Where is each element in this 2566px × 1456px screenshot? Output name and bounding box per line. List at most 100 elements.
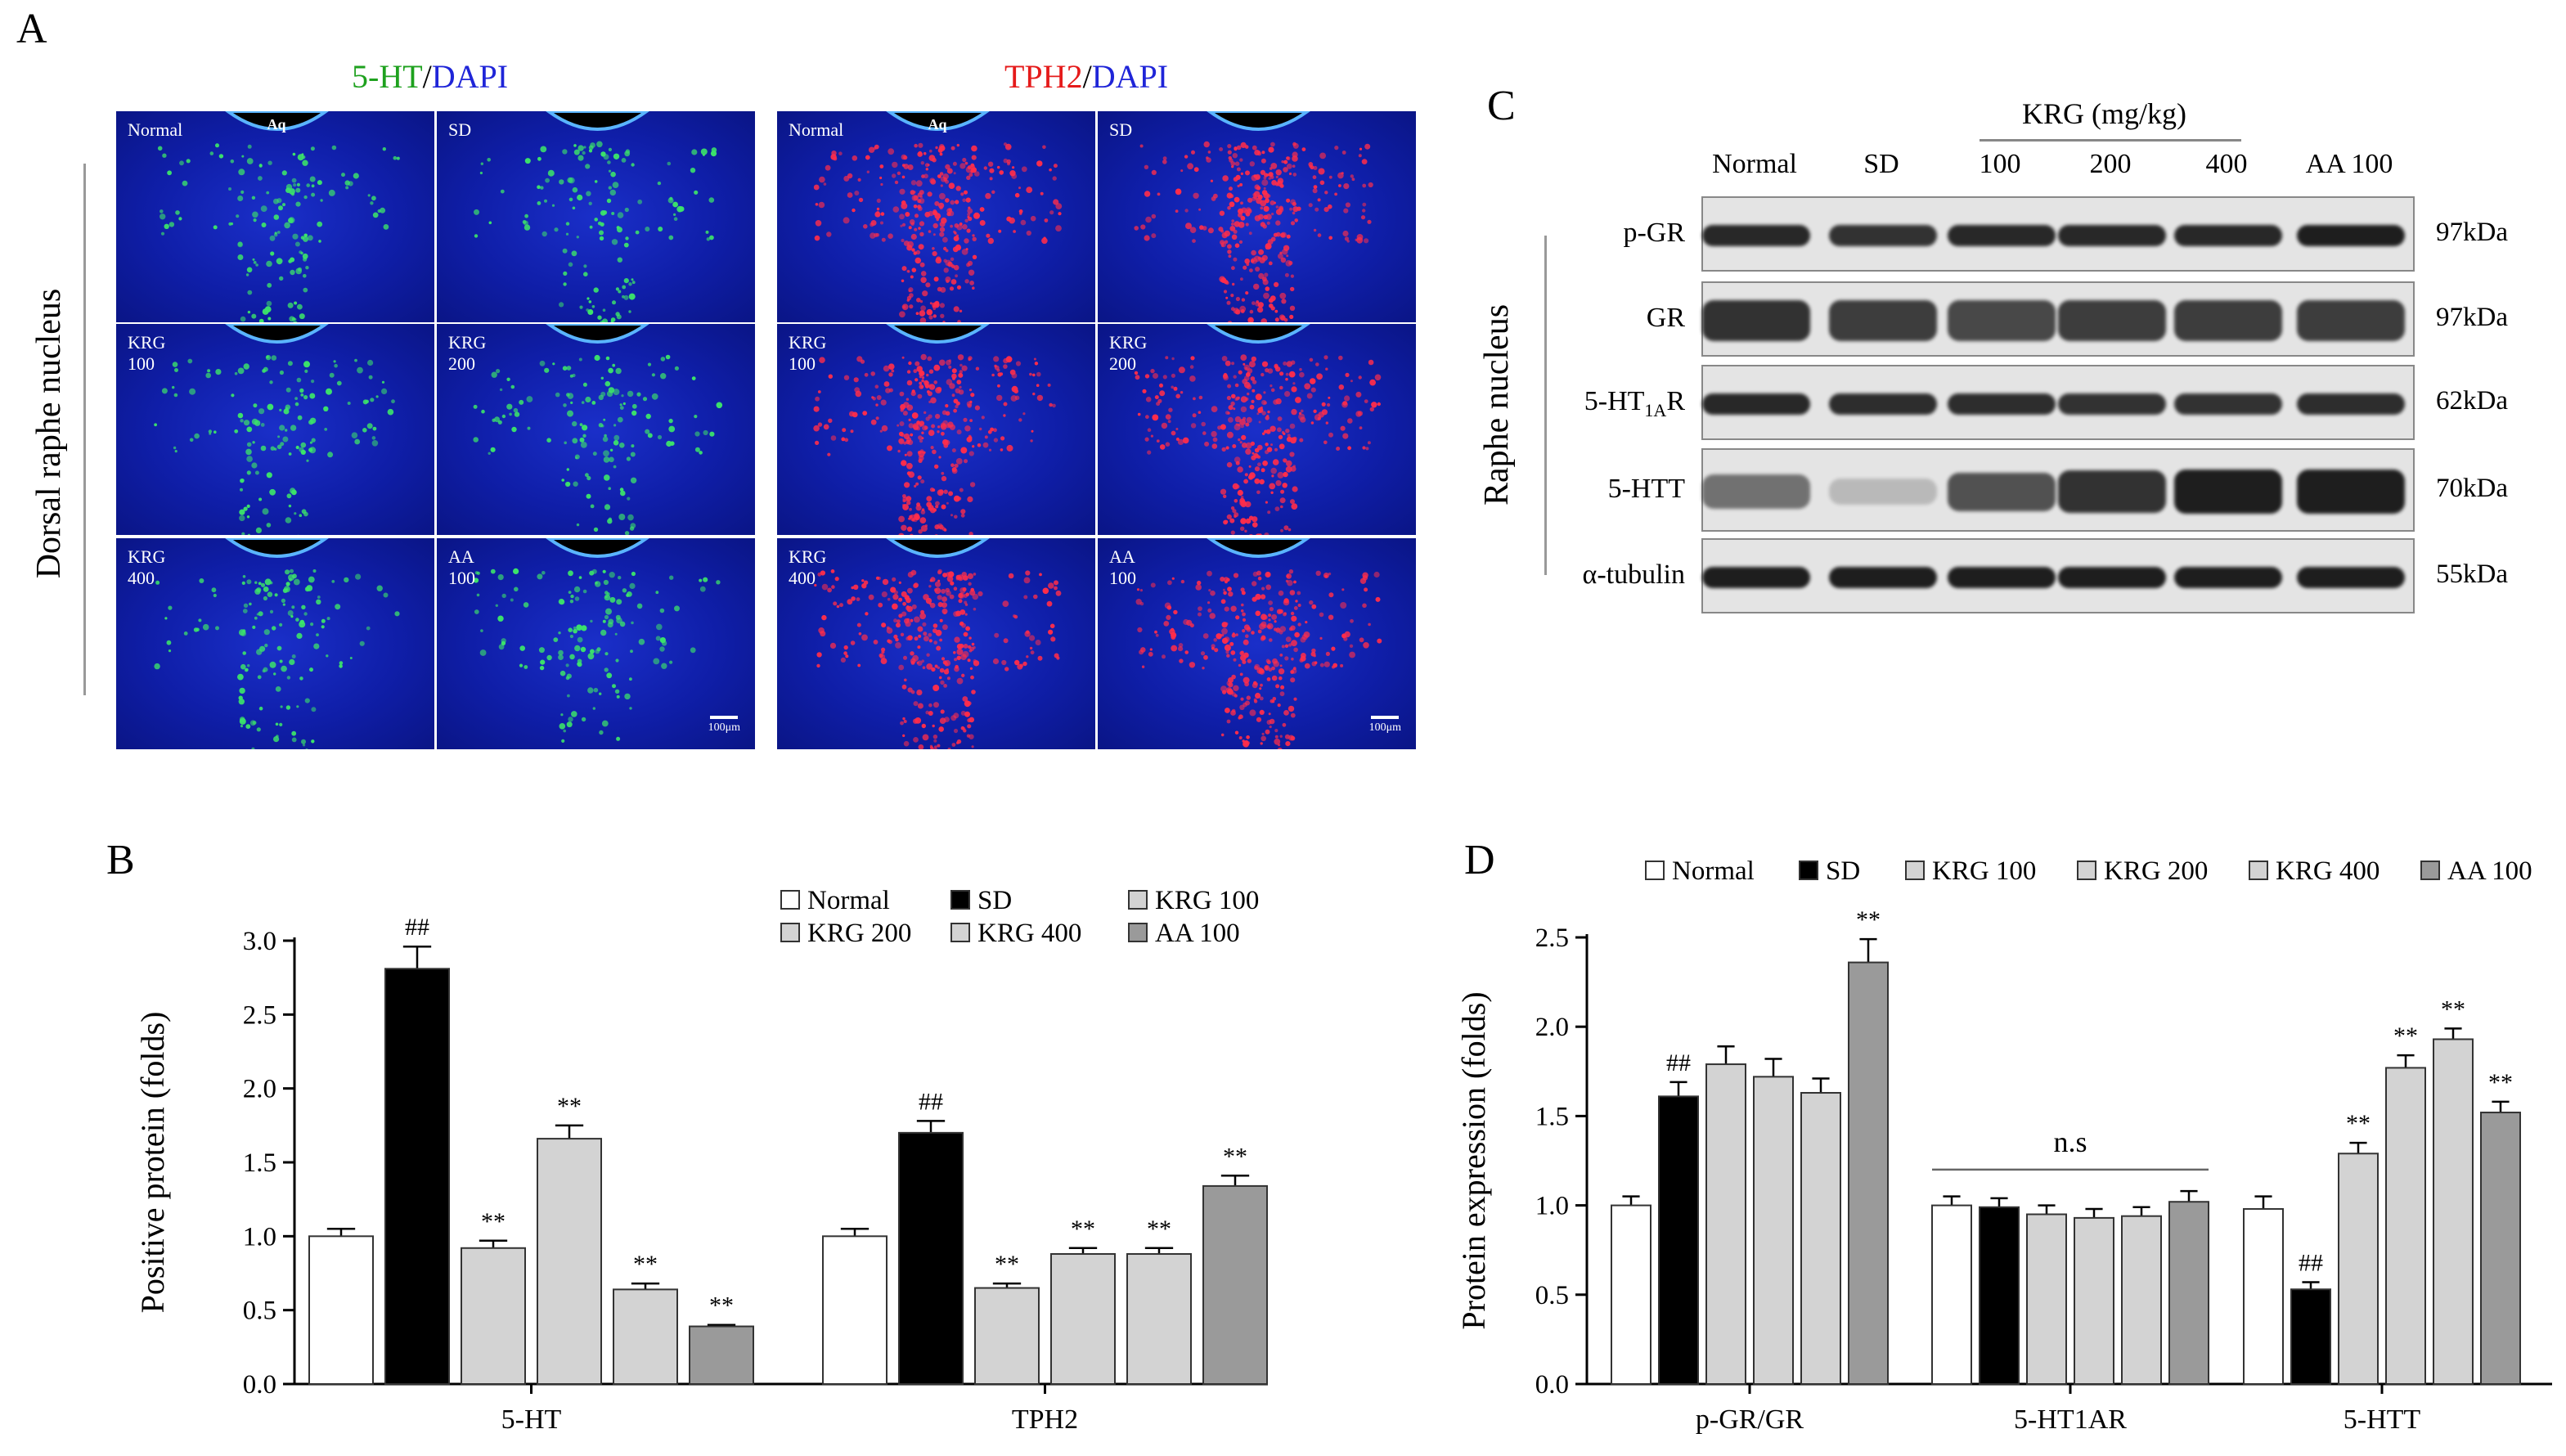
cell-dot xyxy=(243,363,249,370)
cell-dot xyxy=(1301,653,1306,658)
cell-dot xyxy=(919,439,923,443)
cell-dot xyxy=(237,412,244,419)
cell-dot xyxy=(1147,450,1152,455)
cell-dot xyxy=(305,266,309,270)
cell-dot xyxy=(982,442,989,448)
cell-dot xyxy=(1245,422,1250,427)
cell-dot xyxy=(275,722,279,726)
cell-dot xyxy=(961,572,967,577)
cell-dot xyxy=(567,177,573,183)
cell-dot xyxy=(297,415,303,420)
cell-dot xyxy=(920,525,928,532)
cell-dot xyxy=(959,488,964,492)
cell-dot xyxy=(906,618,910,622)
cell-dot xyxy=(903,720,907,723)
micrograph-tph2-3: KRG 200 xyxy=(1096,322,1418,537)
cell-dot xyxy=(1275,205,1279,209)
cell-dot xyxy=(1318,168,1325,175)
cell-dot xyxy=(1317,416,1321,420)
cell-dot xyxy=(1176,438,1180,441)
cell-dot xyxy=(966,175,971,180)
cell-dot xyxy=(906,501,911,506)
cell-dot xyxy=(1271,666,1275,671)
cell-dot xyxy=(1355,238,1358,241)
cell-dot xyxy=(1193,397,1196,401)
cell-dot xyxy=(1261,411,1266,416)
cell-dot xyxy=(1224,606,1229,612)
significance-label: ** xyxy=(995,1251,1019,1278)
cell-dot xyxy=(1255,393,1262,401)
cell-dot xyxy=(928,429,935,436)
cell-dot xyxy=(876,395,882,400)
cell-dot xyxy=(1291,386,1297,393)
cell-dot xyxy=(1266,221,1270,225)
cell-dot xyxy=(1305,621,1308,624)
cell-dot xyxy=(394,611,400,617)
cell-dot xyxy=(917,475,922,480)
cell-dot xyxy=(1011,173,1018,179)
cell-dot xyxy=(943,246,947,251)
cell-dot xyxy=(616,617,622,624)
cell-dot xyxy=(291,605,295,609)
cell-dot xyxy=(972,286,975,290)
bar xyxy=(1611,1204,1651,1385)
cell-dot xyxy=(1273,232,1278,237)
cell-dot xyxy=(1193,192,1199,199)
cell-dot xyxy=(852,208,856,213)
cell-dot xyxy=(957,574,964,582)
cell-dot xyxy=(240,663,246,670)
cell-dot xyxy=(825,164,831,171)
cell-dot xyxy=(898,581,901,584)
cell-dot xyxy=(1265,571,1271,578)
cell-dot xyxy=(1268,613,1272,618)
cell-dot xyxy=(371,436,376,440)
row-label-tail: R xyxy=(1666,386,1685,416)
cell-dot xyxy=(897,619,901,623)
cell-dot xyxy=(968,173,973,178)
cell-dot xyxy=(830,435,837,441)
cell-dot xyxy=(588,300,592,303)
cell-dot xyxy=(1224,240,1229,244)
cell-dot xyxy=(1289,423,1296,429)
cell-dot xyxy=(1281,160,1284,164)
cell-dot xyxy=(1336,447,1341,451)
cell-dot xyxy=(631,571,636,577)
cell-dot xyxy=(574,596,580,601)
cell-dot xyxy=(1245,518,1252,524)
cell-dot xyxy=(1226,192,1233,199)
cell-dot xyxy=(240,419,244,423)
cell-dot xyxy=(245,724,251,729)
cell-dot xyxy=(252,258,255,261)
cell-dot xyxy=(910,391,916,397)
cell-dot xyxy=(942,236,948,243)
blot-band xyxy=(1702,474,1810,510)
cell-dot xyxy=(1042,587,1049,595)
cell-dot xyxy=(1277,416,1283,421)
cell-dot xyxy=(935,146,938,150)
cell-dot xyxy=(267,591,273,597)
cell-dot xyxy=(279,622,283,627)
cell-dot xyxy=(296,182,300,186)
blot-band xyxy=(1702,225,1810,246)
cell-dot xyxy=(303,395,308,400)
cell-dot xyxy=(957,320,961,322)
cell-dot xyxy=(1367,219,1372,224)
cell-dot xyxy=(968,451,974,456)
cell-dot xyxy=(1282,458,1287,463)
cell-dot xyxy=(1235,396,1240,401)
cell-dot xyxy=(934,200,940,206)
cell-dot xyxy=(586,191,591,196)
cell-dot xyxy=(665,354,671,360)
cell-dot xyxy=(1245,291,1249,295)
cell-dot xyxy=(162,153,167,158)
cell-dot xyxy=(174,368,178,372)
significance-label: ## xyxy=(919,1088,943,1115)
cell-dot xyxy=(1031,429,1034,433)
cell-dot xyxy=(993,428,997,433)
panel-a-title-tph2: TPH2/DAPI xyxy=(1004,57,1168,96)
cell-dot xyxy=(813,425,820,432)
cell-dot xyxy=(577,155,584,161)
cell-dot xyxy=(1254,466,1261,472)
cell-dot xyxy=(1162,654,1166,659)
cell-dot xyxy=(1245,442,1252,449)
